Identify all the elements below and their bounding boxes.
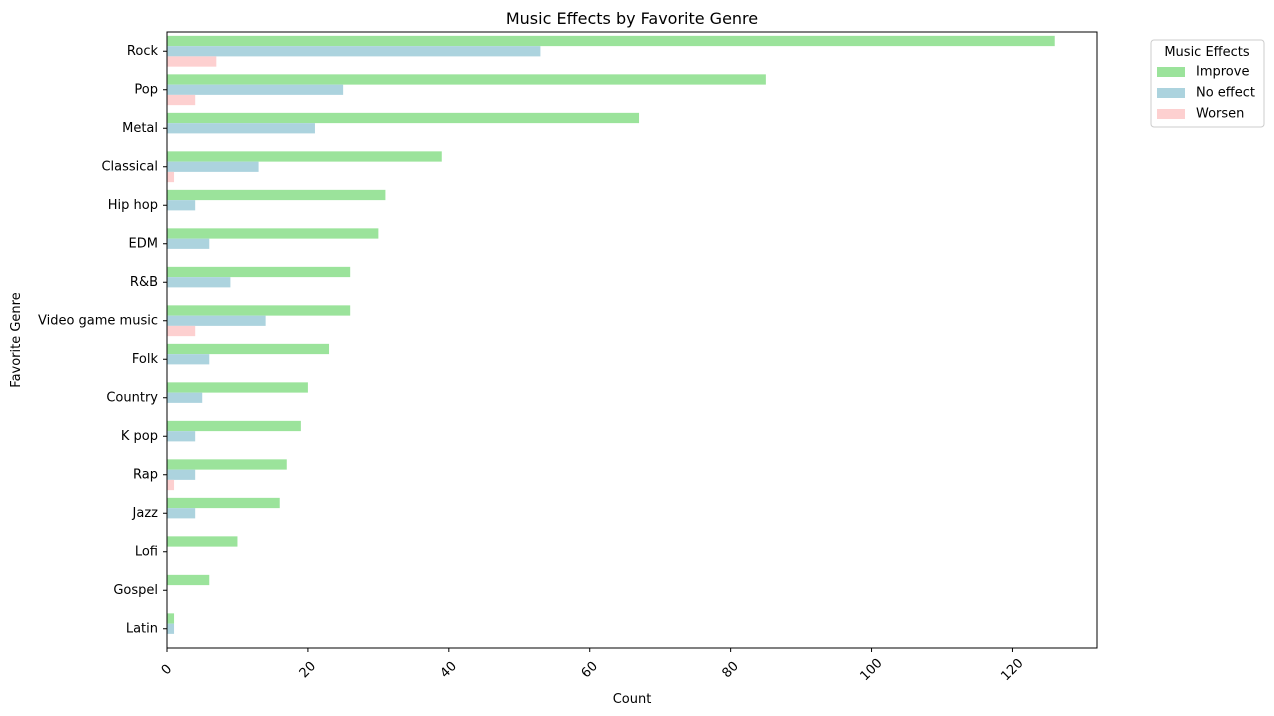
- y-tick-label: Lofi: [135, 544, 158, 559]
- x-axis-label: Count: [613, 692, 652, 707]
- legend-items: Improve No effect Worsen: [1157, 65, 1255, 122]
- bar-k-pop-improve: [167, 420, 301, 432]
- bar-rock-worsen: [167, 56, 217, 67]
- legend: Music Effects Improve No effect Worsen: [1150, 39, 1265, 128]
- x-tick-label: 20: [297, 659, 319, 681]
- y-axis-label: Favorite Genre: [9, 292, 24, 387]
- x-tick-label: 40: [438, 659, 460, 681]
- legend-swatch-improve: [1157, 67, 1185, 77]
- legend-swatch-no-effect: [1157, 88, 1185, 98]
- y-tick-label: R&B: [130, 275, 158, 290]
- bar-pop-no-effect: [167, 84, 344, 95]
- bar-pop-worsen: [167, 94, 196, 106]
- bar-rock-improve: [167, 35, 1055, 47]
- bar-k-pop-no-effect: [167, 431, 196, 442]
- bar-rock-no-effect: [167, 46, 541, 57]
- chart-title: Music Effects by Favorite Genre: [506, 9, 758, 28]
- bar-country-no-effect: [167, 392, 203, 403]
- y-tick-label: Country: [106, 390, 158, 405]
- bar-latin-improve: [167, 613, 175, 624]
- bar-classical-worsen: [167, 171, 175, 183]
- bar-r-b-no-effect: [167, 277, 231, 288]
- bar-jazz-no-effect: [167, 508, 196, 519]
- bar-rap-improve: [167, 459, 287, 470]
- bar-pop-improve: [167, 74, 766, 85]
- bar-edm-improve: [167, 228, 379, 239]
- bar-latin-no-effect: [167, 623, 175, 634]
- y-tick-label: Rock: [127, 44, 159, 59]
- y-tick-label: Rap: [133, 467, 158, 482]
- y-tick-label: Video game music: [38, 313, 158, 328]
- x-tick-label: 80: [719, 659, 741, 681]
- bar-video-game-music-worsen: [167, 325, 196, 337]
- bar-folk-improve: [167, 343, 330, 355]
- legend-box: [1150, 39, 1265, 128]
- bar-lofi-improve: [167, 536, 238, 547]
- legend-label-no-effect: No effect: [1196, 86, 1255, 101]
- bar-hip-hop-improve: [167, 189, 386, 201]
- y-tick-label: Classical: [101, 159, 158, 174]
- y-tick-label: Hip hop: [108, 198, 158, 213]
- bar-jazz-improve: [167, 497, 280, 509]
- y-axis-ticks: Rock Pop Metal Classical Hip hop EDM R&B Video …: [38, 44, 167, 636]
- bar-classical-no-effect: [167, 161, 259, 172]
- x-tick-label: 0: [159, 662, 175, 678]
- bar-country-improve: [167, 382, 308, 393]
- x-tick-label: 60: [579, 659, 601, 681]
- bar-folk-no-effect: [167, 354, 210, 365]
- x-tick-label: 100: [857, 656, 885, 684]
- legend-label-worsen: Worsen: [1196, 107, 1244, 122]
- legend-swatch-worsen: [1157, 109, 1185, 119]
- bar-metal-no-effect: [167, 123, 315, 134]
- bar-hip-hop-no-effect: [167, 200, 196, 211]
- bar-metal-improve: [167, 112, 640, 124]
- y-tick-label: Gospel: [113, 583, 158, 598]
- y-tick-label: Metal: [122, 121, 158, 136]
- bar-classical-improve: [167, 151, 442, 162]
- bars-group: [167, 35, 1055, 634]
- bar-r-b-improve: [167, 266, 351, 278]
- y-tick-label: Folk: [132, 352, 159, 367]
- bar-video-game-music-improve: [167, 305, 351, 316]
- y-tick-label: EDM: [129, 236, 158, 251]
- x-axis-ticks: 0 20 40 60 80 100 120: [159, 648, 1027, 684]
- y-tick-label: Jazz: [132, 506, 159, 521]
- y-tick-label: Latin: [126, 621, 158, 636]
- bar-rap-worsen: [167, 479, 175, 491]
- y-tick-label: Pop: [134, 82, 158, 97]
- bar-video-game-music-no-effect: [167, 315, 266, 326]
- bar-edm-no-effect: [167, 238, 210, 249]
- bar-gospel-improve: [167, 574, 210, 586]
- x-tick-label: 120: [998, 656, 1026, 684]
- legend-label-improve: Improve: [1196, 65, 1249, 80]
- bar-rap-no-effect: [167, 469, 196, 480]
- y-tick-label: K pop: [121, 429, 158, 444]
- legend-title: Music Effects: [1164, 45, 1250, 60]
- plot-frame: [166, 31, 1098, 649]
